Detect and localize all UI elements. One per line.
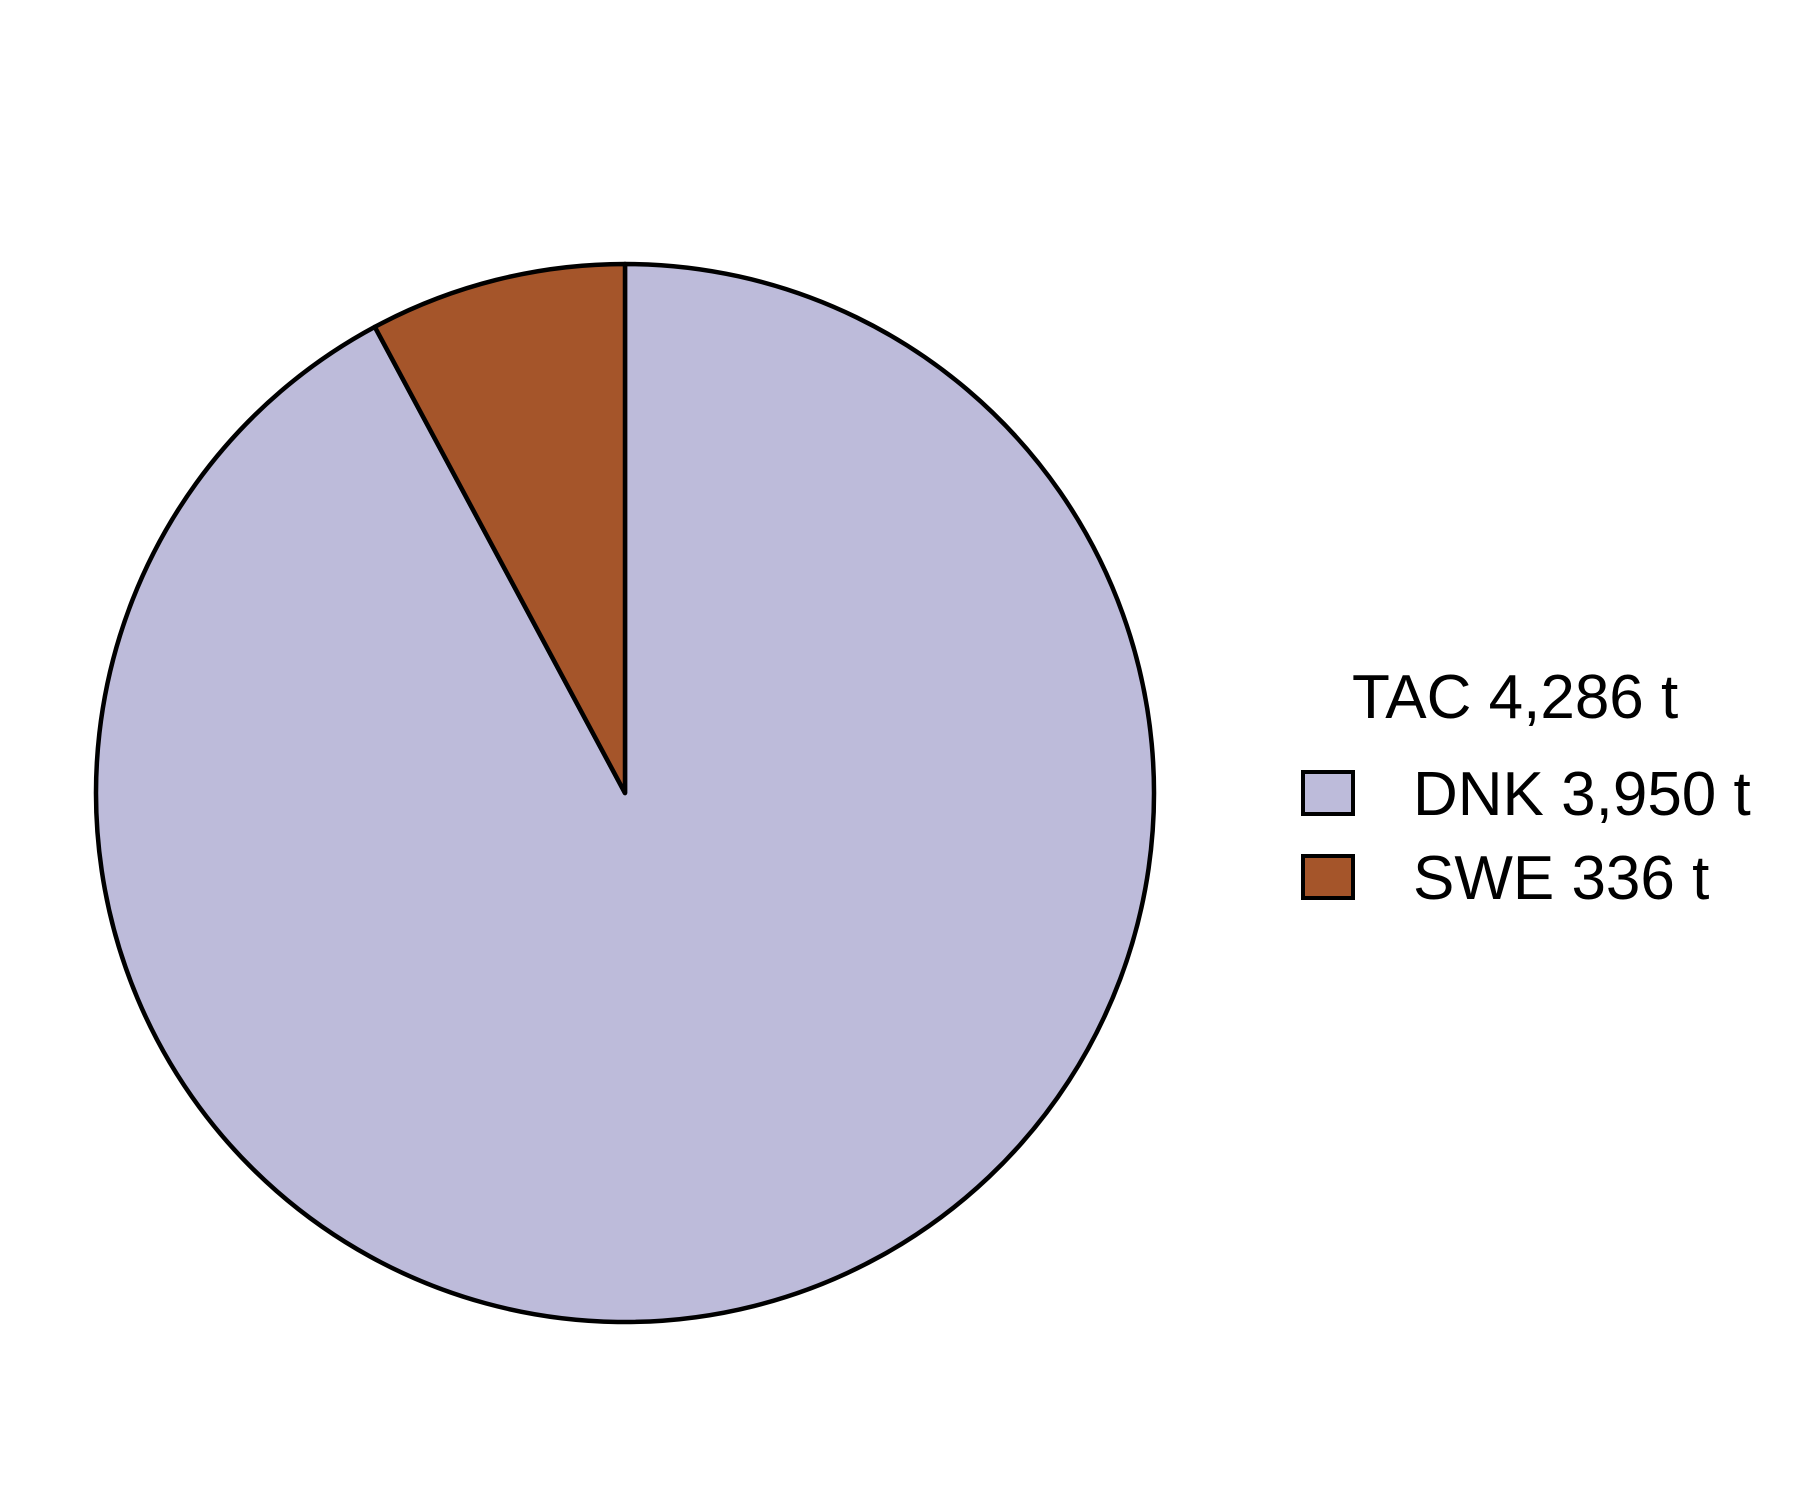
legend-key-swe [1301, 854, 1355, 900]
legend-label-dnk: DNK 3,950 t [1413, 760, 1751, 829]
legend-label-swe: SWE 336 t [1413, 844, 1709, 913]
legend-items: DNK 3,950 t SWE 336 t [1301, 760, 1751, 913]
legend-key-dnk [1301, 770, 1355, 816]
legend: TAC 4,286 t DNK 3,950 t SWE 336 t [1301, 663, 1751, 913]
legend-title: TAC 4,286 t [1352, 663, 1678, 732]
pie-slices [93, 261, 1157, 1325]
pie-slice-swe [372, 261, 628, 796]
